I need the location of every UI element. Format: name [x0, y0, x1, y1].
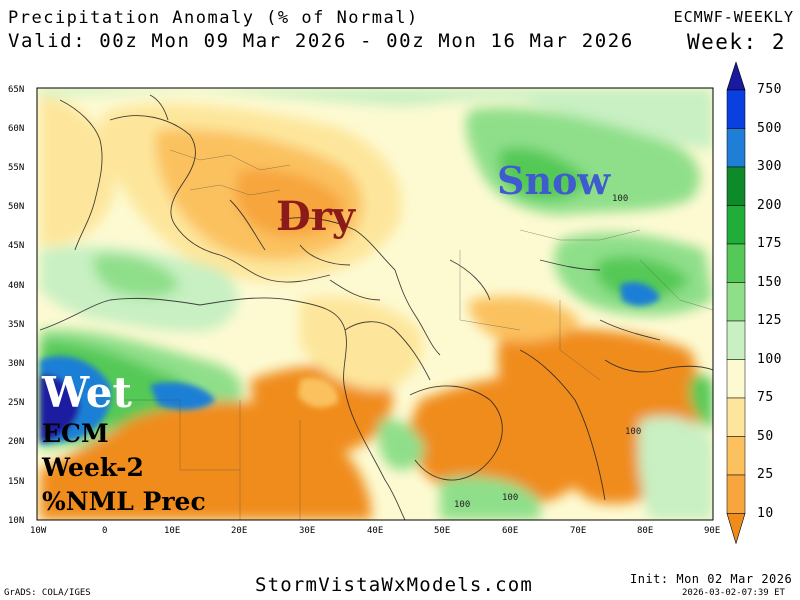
- lat-label: 45N: [8, 241, 24, 251]
- lat-label: 25N: [8, 398, 24, 408]
- colorbar-level-label: 25: [757, 467, 774, 482]
- anomaly-field: 100 100 100 100: [37, 88, 713, 520]
- lat-label: 35N: [8, 320, 24, 330]
- lat-label: 20N: [8, 437, 24, 447]
- model-name: ECMWF-WEEKLY: [673, 8, 794, 26]
- lat-label: 60N: [8, 124, 24, 134]
- contour-label: 100: [454, 500, 470, 510]
- contour-label: 100: [625, 427, 641, 437]
- contour-label: 100: [502, 493, 518, 503]
- colorbar-segment: [726, 128, 746, 168]
- latitude-axis: 65N 60N 55N 50N 45N 40N 35N 30N 25N 20N …: [8, 85, 24, 526]
- lon-label: 80E: [637, 526, 653, 536]
- lon-label: 10E: [164, 526, 180, 536]
- annotation-prec: %NML Prec: [42, 487, 206, 516]
- colorbar-level-label: 300: [757, 159, 782, 174]
- colorbar-level-label: 10: [757, 505, 774, 521]
- colorbar-level-label: 750: [757, 82, 782, 97]
- init-time: Init: Mon 02 Mar 2026: [630, 572, 793, 586]
- borders: [120, 149, 713, 520]
- colorbar-segment: [726, 282, 746, 322]
- colorbar-level-label: 500: [757, 120, 782, 136]
- lat-label: 55N: [8, 163, 24, 173]
- contour-label: 100: [612, 194, 628, 204]
- lon-label: 10W: [30, 526, 47, 536]
- colorbar: [726, 62, 746, 545]
- lat-label: 15N: [8, 477, 24, 487]
- lon-label: 70E: [570, 526, 586, 536]
- colorbar-segment: [726, 89, 746, 129]
- lon-label: 90E: [704, 526, 720, 536]
- lon-label: 30E: [299, 526, 315, 536]
- colorbar-segment: [726, 243, 746, 283]
- colorbar-level-label: 100: [757, 351, 782, 367]
- lon-label: 40E: [367, 526, 383, 536]
- lon-label: 50E: [434, 526, 450, 536]
- colorbar-segment: [726, 166, 746, 206]
- lat-label: 30N: [8, 359, 24, 369]
- colorbar-bottom-arrow: [726, 513, 746, 545]
- annotation-ecm: ECM: [42, 419, 109, 448]
- grads-credit: GrADS: COLA/IGES: [4, 588, 91, 598]
- timestamp: 2026-03-02-07:39 ET: [682, 588, 785, 598]
- colorbar-level-label: 175: [757, 236, 782, 251]
- chart-title: Precipitation Anomaly (% of Normal): [8, 8, 419, 28]
- annotation-dry: Dry: [276, 193, 356, 240]
- colorbar-segment: [726, 474, 746, 514]
- lat-label: 65N: [8, 85, 24, 95]
- longitude-axis: 10W 0 10E 20E 30E 40E 50E 60E 70E 80E 90…: [30, 526, 720, 536]
- colorbar-top-arrow: [726, 62, 746, 91]
- annotation-snow: Snow: [497, 158, 611, 203]
- site-name: StormVistaWxModels.com: [255, 574, 534, 596]
- forecast-week: Week: 2: [686, 30, 786, 54]
- colorbar-level-label: 200: [757, 197, 782, 213]
- colorbar-segment: [726, 359, 746, 399]
- map-frame: [36, 87, 714, 521]
- colorbar-level-label: 50: [757, 428, 774, 444]
- colorbar-level-label: 75: [757, 390, 774, 405]
- colorbar-level-label: 150: [757, 274, 782, 290]
- lon-label: 0: [102, 526, 107, 536]
- colorbar-level-label: 125: [757, 313, 782, 328]
- annotation-week2: Week-2: [42, 453, 144, 482]
- colorbar-segment: [726, 397, 746, 437]
- annotation-wet: Wet: [42, 368, 132, 417]
- colorbar-segment: [726, 436, 746, 476]
- lon-label: 20E: [231, 526, 247, 536]
- valid-period: Valid: 00z Mon 09 Mar 2026 - 00z Mon 16 …: [8, 30, 634, 52]
- coastlines: [39, 94, 713, 520]
- lat-label: 50N: [8, 202, 24, 212]
- lat-label: 10N: [8, 516, 24, 526]
- colorbar-segment: [726, 205, 746, 245]
- lon-label: 60E: [502, 526, 518, 536]
- lat-label: 40N: [8, 281, 24, 291]
- colorbar-segment: [726, 320, 746, 360]
